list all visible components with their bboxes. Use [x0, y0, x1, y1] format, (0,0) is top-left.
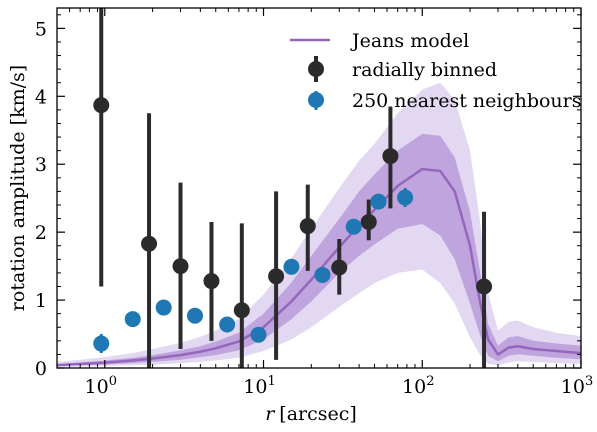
binned-marker-3 [203, 273, 220, 290]
neighbour-marker-7 [314, 266, 331, 283]
model-bands [57, 82, 581, 367]
binned-point-10 [476, 211, 493, 368]
binned-marker-2 [172, 258, 189, 275]
neighbour-marker-4 [219, 316, 236, 333]
legend: Jeans model radially binned 250 nearest … [290, 30, 582, 112]
neighbour-marker-6 [283, 258, 300, 275]
neighbour-point-7 [314, 266, 331, 283]
plot-frame [56, 7, 582, 369]
neighbour-marker-0 [93, 335, 110, 352]
neighbour-point-2 [155, 299, 172, 316]
neighbour-marker-5 [250, 326, 267, 343]
binned-marker-10 [476, 278, 493, 295]
neighbour-point-5 [250, 326, 267, 343]
legend-neighbour-marker [308, 92, 324, 108]
y-tick-label-4: 4 [35, 86, 47, 108]
x-axis-label: r [arcsec] [265, 403, 357, 425]
x-tick-label-2: 102 [402, 374, 434, 398]
binned-point-0 [93, 8, 110, 287]
legend-label-neighbours: 250 nearest neighbours [352, 90, 582, 112]
model-band-inner [57, 133, 581, 366]
tick-labels: 100 101 102 103 0 1 2 3 4 5 [35, 18, 593, 398]
y-tick-label-5: 5 [35, 18, 47, 40]
binned-point-4 [233, 223, 250, 368]
neighbour-point-8 [345, 218, 362, 235]
axes-frame [56, 7, 582, 369]
neighbour-point-9 [370, 193, 387, 210]
binned-point-1 [141, 113, 158, 368]
binned-marker-9 [382, 148, 399, 165]
binned-marker-5 [268, 268, 285, 285]
legend-swatch-neighbours [308, 91, 324, 110]
neighbour-marker-1 [124, 311, 141, 328]
binned-marker-4 [233, 302, 250, 319]
neighbour-point-0 [93, 334, 110, 354]
binned-marker-1 [141, 235, 158, 252]
binned-point-9 [382, 106, 399, 209]
binned-point-8 [360, 199, 377, 241]
axis-ticks [56, 8, 582, 369]
errorbars [93, 8, 493, 368]
neighbour-point-10 [397, 188, 414, 208]
y-axis-label: rotation amplitude [km/s] [7, 65, 29, 311]
neighbour-marker-9 [370, 193, 387, 210]
neighbour-point-4 [219, 316, 236, 333]
binned-point-3 [203, 221, 220, 341]
legend-swatch-binned [308, 56, 324, 82]
y-tick-label-2: 2 [35, 222, 47, 244]
neighbour-marker-8 [345, 218, 362, 235]
binned-marker-6 [299, 218, 316, 235]
x-tick-label-1: 101 [243, 374, 275, 398]
binned-point-7 [331, 238, 348, 295]
y-tick-label-3: 3 [35, 154, 47, 176]
neighbour-marker-10 [397, 189, 414, 206]
legend-label-binned: radially binned [352, 59, 497, 81]
neighbour-point-1 [124, 311, 141, 328]
neighbour-point-3 [186, 307, 203, 324]
binned-point-5 [268, 191, 285, 360]
x-tick-label-3: 103 [561, 374, 593, 398]
binned-marker-0 [93, 97, 110, 114]
binned-point-6 [299, 184, 316, 271]
legend-label-model: Jeans model [350, 30, 469, 52]
y-tick-label-0: 0 [35, 358, 47, 380]
neighbour-marker-2 [155, 299, 172, 316]
neighbour-marker-3 [186, 307, 203, 324]
legend-binned-marker [308, 61, 324, 77]
binned-marker-7 [331, 259, 348, 276]
neighbour-point-6 [283, 258, 300, 275]
y-tick-label-1: 1 [35, 290, 47, 312]
binned-marker-8 [360, 213, 377, 230]
binned-point-2 [172, 182, 189, 349]
x-tick-label-0: 100 [85, 374, 117, 398]
